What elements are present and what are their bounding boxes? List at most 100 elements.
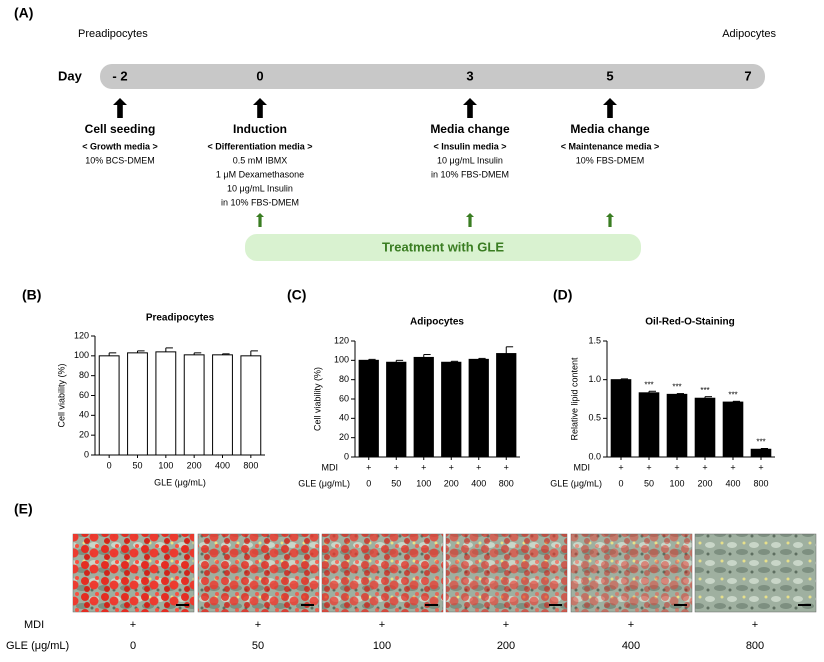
x-tick-label: 100 bbox=[158, 460, 173, 470]
bar bbox=[127, 352, 148, 456]
mdi-value: + bbox=[618, 462, 623, 472]
gle-value: 50 bbox=[252, 640, 264, 652]
y-tick-label: 80 bbox=[79, 370, 89, 380]
step-media: < Insulin media > bbox=[433, 141, 506, 151]
step-media: < Differentiation media > bbox=[207, 141, 312, 151]
panel-label: (D) bbox=[553, 287, 572, 303]
x-tick-label: 100 bbox=[416, 478, 431, 488]
day: 3 bbox=[466, 68, 473, 83]
bar bbox=[240, 355, 262, 456]
y-axis-label: Cell viability (%) bbox=[56, 363, 66, 427]
x-tick-label: 50 bbox=[391, 478, 401, 488]
x-tick-label: 400 bbox=[215, 460, 230, 470]
step-title: Media change bbox=[430, 122, 510, 136]
stain-overlay bbox=[446, 534, 567, 612]
mdi-value: + bbox=[394, 462, 399, 472]
x-tick-label: 800 bbox=[499, 478, 514, 488]
step-detail: 10 μg/mL Insulin bbox=[227, 183, 293, 193]
y-tick-label: 0.0 bbox=[588, 451, 601, 461]
chart-title: Preadipocytes bbox=[146, 313, 215, 324]
y-tick-label: 120 bbox=[334, 335, 349, 345]
step-detail: 1 μM Dexamethasone bbox=[216, 169, 304, 179]
day: 0 bbox=[256, 68, 263, 83]
x-tick-label: 400 bbox=[471, 478, 486, 488]
start-label: Preadipocytes bbox=[78, 28, 148, 40]
bar bbox=[358, 359, 379, 458]
x-axis-label: GLE (μg/mL) bbox=[550, 478, 602, 488]
step-detail: 10% BCS-DMEM bbox=[85, 155, 155, 165]
chart-title: Adipocytes bbox=[410, 317, 464, 328]
y-tick-label: 120 bbox=[74, 330, 89, 340]
end-label: Adipocytes bbox=[722, 28, 776, 40]
y-axis-label: Cell viability (%) bbox=[312, 367, 322, 431]
day: 5 bbox=[606, 68, 613, 83]
y-tick-label: 100 bbox=[74, 350, 89, 360]
y-tick-label: 1.0 bbox=[588, 374, 601, 384]
step-detail: 10% FBS-DMEM bbox=[576, 155, 645, 165]
panel-label: (C) bbox=[287, 287, 306, 303]
significance: *** bbox=[728, 390, 737, 399]
x-tick-label: 0 bbox=[618, 478, 623, 488]
x-tick-label: 200 bbox=[697, 478, 712, 488]
mdi-value: + bbox=[366, 462, 371, 472]
row-label: MDI bbox=[24, 619, 44, 631]
bar bbox=[386, 361, 407, 458]
bar bbox=[441, 361, 462, 458]
y-tick-label: 0 bbox=[84, 449, 89, 459]
y-tick-label: 40 bbox=[79, 410, 89, 420]
treatment-label: Treatment with GLE bbox=[382, 239, 504, 254]
stain-overlay bbox=[198, 534, 319, 612]
bar bbox=[98, 355, 120, 456]
y-tick-label: 0.5 bbox=[588, 413, 601, 423]
step-title: Induction bbox=[233, 122, 287, 136]
x-axis-label: GLE (μg/mL) bbox=[154, 477, 206, 487]
y-tick-label: 1.5 bbox=[588, 335, 601, 345]
mdi-value: + bbox=[421, 462, 426, 472]
timeline-bar bbox=[100, 64, 765, 89]
mdi-value: + bbox=[504, 462, 509, 472]
step-detail: 0.5 mM IBMX bbox=[233, 155, 288, 165]
bar bbox=[750, 448, 772, 458]
significance: *** bbox=[644, 380, 653, 389]
mdi-value: + bbox=[646, 462, 651, 472]
bar bbox=[468, 358, 489, 458]
mdi-value: + bbox=[758, 462, 763, 472]
y-tick-label: 100 bbox=[334, 355, 349, 365]
x-tick-label: 200 bbox=[444, 478, 459, 488]
y-tick-label: 20 bbox=[79, 430, 89, 440]
bar bbox=[610, 379, 632, 458]
step-detail: 10 μg/mL Insulin bbox=[437, 155, 503, 165]
step-detail: in 10% FBS-DMEM bbox=[431, 169, 509, 179]
panel-label: (B) bbox=[22, 287, 41, 303]
y-tick-label: 40 bbox=[339, 413, 349, 423]
bar bbox=[666, 393, 688, 458]
day: - 2 bbox=[112, 68, 127, 83]
bar bbox=[694, 397, 716, 458]
step-media: < Maintenance media > bbox=[561, 141, 660, 151]
day-label: Day bbox=[58, 68, 83, 83]
x-tick-label: 0 bbox=[366, 478, 371, 488]
stain-overlay bbox=[571, 534, 692, 612]
mdi-value: + bbox=[130, 619, 136, 631]
y-tick-label: 20 bbox=[339, 432, 349, 442]
gle-value: 800 bbox=[746, 640, 764, 652]
mdi-value: + bbox=[628, 619, 634, 631]
arrow bbox=[113, 98, 127, 118]
gle-value: 0 bbox=[130, 640, 136, 652]
bar bbox=[496, 353, 517, 458]
y-tick-label: 0 bbox=[344, 451, 349, 461]
x-tick-label: 0 bbox=[107, 460, 112, 470]
x-tick-label: 50 bbox=[644, 478, 654, 488]
mdi-value: + bbox=[255, 619, 261, 631]
micrograph bbox=[694, 533, 817, 613]
gle-value: 200 bbox=[497, 640, 515, 652]
bar bbox=[155, 351, 177, 456]
row-label: GLE (μg/mL) bbox=[6, 640, 69, 652]
x-tick-label: 50 bbox=[132, 460, 142, 470]
mdi-value: + bbox=[702, 462, 707, 472]
significance: *** bbox=[700, 386, 709, 395]
arrow bbox=[603, 98, 617, 118]
x-tick-label: 800 bbox=[243, 460, 258, 470]
step-title: Cell seeding bbox=[85, 122, 156, 136]
